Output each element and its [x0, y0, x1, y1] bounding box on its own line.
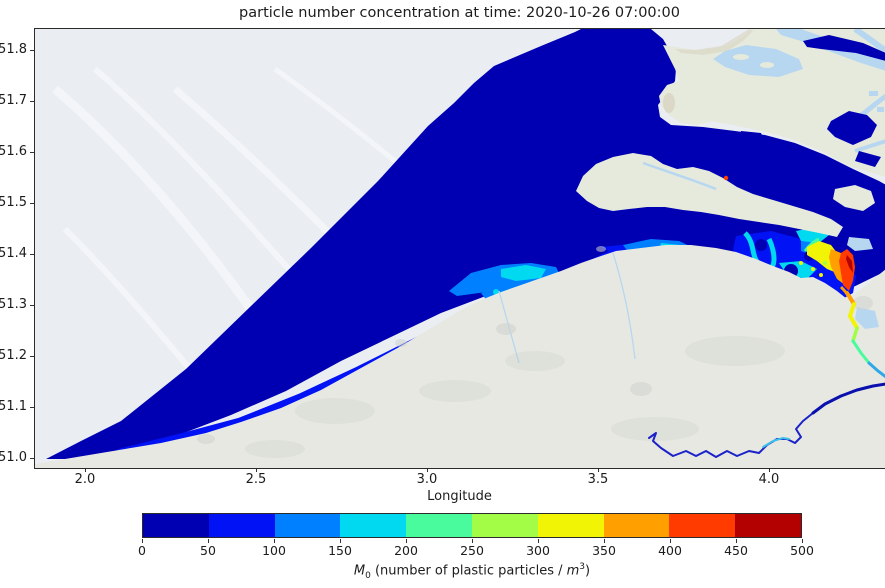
y-tick-mark: [30, 305, 34, 306]
city-patches: [197, 246, 873, 444]
colorbar-segment: [669, 514, 736, 537]
colorbar-tick: [802, 539, 803, 543]
island-tholen: [833, 185, 875, 211]
colorbar-tick: [736, 539, 737, 543]
y-tick-label: 51.3: [0, 297, 27, 312]
sea-sliver: [659, 29, 749, 50]
colorbar-tick-label: 350: [592, 543, 616, 558]
map-plot-area: [34, 28, 885, 469]
inland-data-waterways: [723, 35, 885, 187]
y-tick-label: 51.6: [0, 144, 27, 159]
colorbar-segment: [143, 514, 209, 537]
colorbar-tick-label: 200: [394, 543, 418, 558]
colorbar-tick: [274, 539, 275, 543]
lake-grevelingen: [713, 45, 803, 77]
map-canvas: [35, 29, 885, 468]
y-tick-mark: [30, 50, 34, 51]
land-top-right: [663, 29, 885, 177]
y-tick-mark: [30, 101, 34, 102]
x-tick-label: 4.0: [758, 472, 780, 487]
x-tick-label: 3.5: [587, 472, 609, 487]
krammer-branch: [827, 111, 877, 145]
river-scheldt-hotspot: [845, 291, 885, 379]
colorbar-tick-label: 500: [790, 543, 814, 558]
y-tick-mark: [30, 356, 34, 357]
y-tick-mark: [30, 203, 34, 204]
colorbar-segment: [274, 514, 341, 537]
x-tick-label: 3.0: [416, 472, 438, 487]
hotspot-antwerp: [769, 237, 855, 299]
y-tick-label: 51.2: [0, 348, 27, 363]
river-ne-1: [853, 29, 885, 54]
x-axis-label: Longitude: [427, 489, 492, 504]
colorbar-tick: [142, 539, 143, 543]
colorbar-label-suffix: ): [585, 563, 591, 579]
river-scheldt-upstream: [648, 382, 885, 458]
colorbar-tick-label: 400: [658, 543, 682, 558]
colorbar-tick: [340, 539, 341, 543]
canal-walcheren: [642, 161, 717, 191]
colorbar-tick: [538, 539, 539, 543]
colorbar-segment: [471, 514, 538, 537]
y-tick-mark: [30, 152, 34, 153]
colorbar-segment: [537, 514, 604, 537]
y-tick-mark: [30, 254, 34, 255]
colorbar-tick-label: 100: [262, 543, 286, 558]
colorbar-tick-label: 50: [200, 543, 216, 558]
ne-lake-bit: [855, 151, 881, 167]
river-ne-3: [854, 139, 885, 153]
colorbar-label-unit: m: [566, 563, 580, 579]
docks-antwerp-south: [855, 307, 879, 329]
colorbar-label-text: (number of plastic particles /: [370, 563, 567, 579]
y-tick-label: 51.1: [0, 399, 27, 414]
colorbar-segment: [406, 514, 472, 537]
y-tick-label: 51.0: [0, 450, 27, 465]
hollands-diep-strip: [803, 35, 885, 61]
island-walcheren-zuid-beveland: [576, 153, 843, 237]
colorbar-segment: [208, 514, 275, 537]
colorbar-tick: [472, 539, 473, 543]
colorbar: [142, 513, 802, 538]
x-tick-label: 2.5: [245, 472, 267, 487]
x-tick-mark: [256, 468, 257, 472]
colorbar-tick-label: 0: [138, 543, 146, 558]
colorbar-label: M0 (number of plastic particles / m3): [142, 562, 802, 581]
x-tick-mark: [769, 468, 770, 472]
colorbar-tick: [406, 539, 407, 543]
plume-main-0-50: [46, 29, 885, 459]
land-mainland: [35, 245, 885, 468]
x-tick-mark: [598, 468, 599, 472]
y-tick-label: 51.4: [0, 246, 27, 261]
colorbar-tick-label: 300: [526, 543, 550, 558]
colorbar-label-symbol: M: [353, 563, 366, 579]
dune-coast-strip: [675, 29, 753, 55]
colorbar-label-exponent: 3: [579, 562, 586, 572]
colorbar-segment: [603, 514, 670, 537]
canal-ghent: [612, 252, 636, 360]
colorbar-segment: [735, 514, 801, 537]
x-tick-mark: [427, 468, 428, 472]
dune-headland: [663, 93, 675, 113]
y-tick-mark: [30, 458, 34, 459]
x-tick-label: 2.0: [74, 472, 96, 487]
colorbar-tick: [208, 539, 209, 543]
plot-title: particle number concentration at time: 2…: [239, 5, 680, 21]
y-tick-label: 51.5: [0, 195, 27, 210]
colorbar-tick: [604, 539, 605, 543]
y-tick-label: 51.7: [0, 93, 27, 108]
colorbar-tick-label: 250: [460, 543, 484, 558]
colorbar-tick-label: 150: [328, 543, 352, 558]
y-tick-mark: [30, 407, 34, 408]
point-source-dot: [723, 175, 729, 181]
colorbar-tick: [670, 539, 671, 543]
docks-antwerp-north: [847, 237, 873, 251]
colorbar-segment: [340, 514, 407, 537]
terrain-mottling: [245, 336, 785, 458]
x-tick-mark: [85, 468, 86, 472]
colorbar-tick-label: 450: [724, 543, 748, 558]
y-tick-label: 51.8: [0, 42, 27, 57]
colorbar-label-subscript: 0: [365, 570, 371, 581]
veerse-channel: [739, 131, 771, 187]
